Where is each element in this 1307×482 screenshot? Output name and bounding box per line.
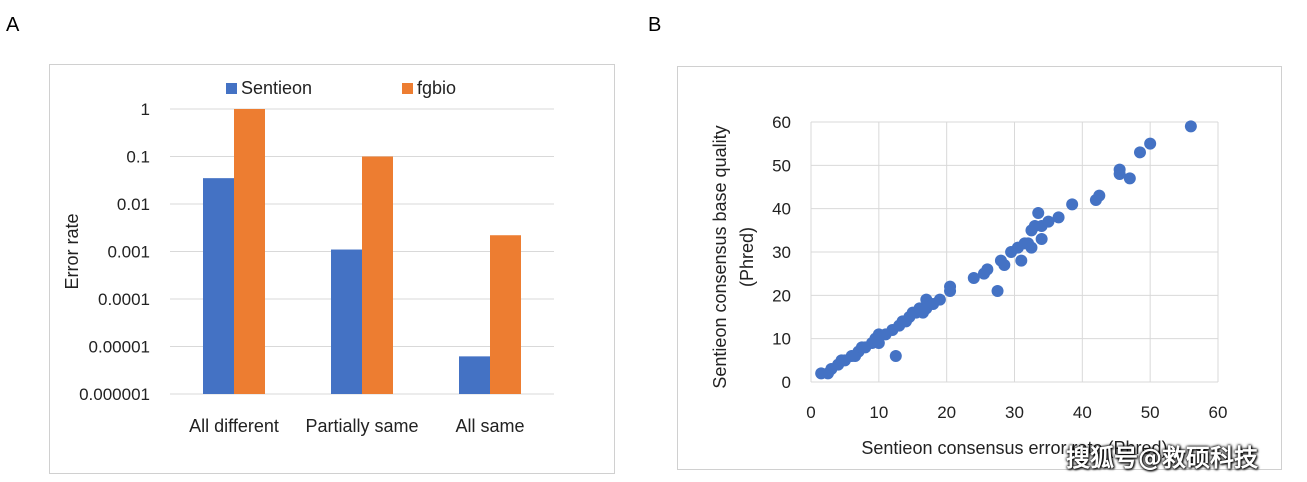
bar-fgbio-2	[490, 235, 521, 394]
scatter-point	[944, 280, 957, 293]
scatter-point	[1066, 198, 1079, 211]
scatter-point	[1093, 189, 1106, 202]
scatter-ylabel-line2: (Phred)	[737, 227, 757, 287]
scatter-ytick-label: 10	[772, 330, 791, 349]
bar-sentieon-2	[459, 356, 490, 394]
bar-category-label: Partially same	[305, 416, 418, 436]
bar-ylabel: Error rate	[62, 213, 82, 289]
bar-chart-frame: 1 0.1 0.01 0.001 0.0001 0.00001 0.000001 Error …	[49, 64, 615, 474]
scatter-point	[1133, 146, 1146, 159]
scatter-point	[1015, 254, 1028, 267]
scatter-point	[1184, 120, 1197, 133]
scatter-xtick-label: 20	[937, 403, 956, 422]
scatter-point	[933, 293, 946, 306]
bar-category-label: All different	[189, 416, 279, 436]
scatter-point	[1123, 172, 1136, 185]
bar-fgbio-0	[234, 109, 265, 394]
scatter-point	[1025, 241, 1038, 254]
scatter-point	[872, 337, 885, 349]
scatter-point	[998, 259, 1011, 271]
scatter-point	[1042, 215, 1055, 228]
scatter-xtick-label: 60	[1209, 403, 1228, 422]
scatter-xtick-label: 50	[1141, 403, 1160, 422]
scatter-point	[1032, 207, 1045, 219]
bar-fgbio-1	[362, 156, 393, 394]
scatter-ylabel-line1: Sentieon consensus base quality	[710, 125, 730, 388]
scatter-point	[991, 285, 1004, 297]
bar-ytick-label: 0.01	[117, 195, 150, 214]
scatter-ytick-label: 20	[772, 286, 791, 305]
scatter-point	[1144, 137, 1157, 150]
scatter-ytick-label: 0	[782, 373, 791, 392]
bar-chart: 1 0.1 0.01 0.001 0.0001 0.00001 0.000001 Error …	[62, 78, 554, 436]
scatter-ytick-label: 30	[772, 243, 791, 262]
scatter-xtick-label: 40	[1073, 403, 1092, 422]
scatter-ytick-label: 40	[772, 200, 791, 219]
scatter-xlabel: Sentieon consensus error rate (Phred)	[861, 438, 1167, 458]
scatter-ytick-label: 50	[772, 156, 791, 175]
bar-ytick-label: 0.001	[107, 243, 150, 262]
panel-b-letter: B	[648, 14, 662, 36]
bar-ytick-label: 0.00001	[89, 338, 150, 357]
legend-label-sentieon: Sentieon	[241, 78, 312, 98]
scatter-point	[1052, 211, 1065, 224]
bar-sentieon-1	[331, 249, 362, 394]
scatter-point	[967, 272, 980, 284]
panel-a-letter: A	[6, 14, 20, 36]
bar-category-label: All same	[455, 416, 524, 436]
scatter-chart-frame: 0 10 20 30 40 50 60 0 10 20 30 40 50 60 Sentieon conse…	[677, 66, 1282, 470]
legend-swatch-sentieon	[226, 83, 237, 94]
bar-ytick-label: 0.000001	[79, 385, 150, 404]
scatter-chart: 0 10 20 30 40 50 60 0 10 20 30 40 50 60 Sentieon conse…	[710, 113, 1228, 458]
bar-ytick-label: 0.1	[126, 148, 150, 167]
scatter-point	[1035, 233, 1048, 245]
scatter-point	[1113, 163, 1126, 176]
bar-ytick-label: 1	[141, 100, 150, 119]
scatter-point	[981, 263, 994, 276]
watermark: 搜狐号@救硕科技	[1066, 444, 1258, 472]
scatter-point	[889, 350, 902, 362]
legend-swatch-fgbio	[402, 83, 413, 94]
scatter-ytick-label: 60	[772, 113, 791, 132]
bar-sentieon-0	[203, 178, 234, 394]
bar-ytick-label: 0.0001	[98, 290, 150, 309]
scatter-xtick-label: 0	[806, 403, 815, 422]
legend-label-fgbio: fgbio	[417, 78, 456, 98]
scatter-xtick-label: 10	[869, 403, 888, 422]
scatter-xtick-label: 30	[1005, 403, 1024, 422]
